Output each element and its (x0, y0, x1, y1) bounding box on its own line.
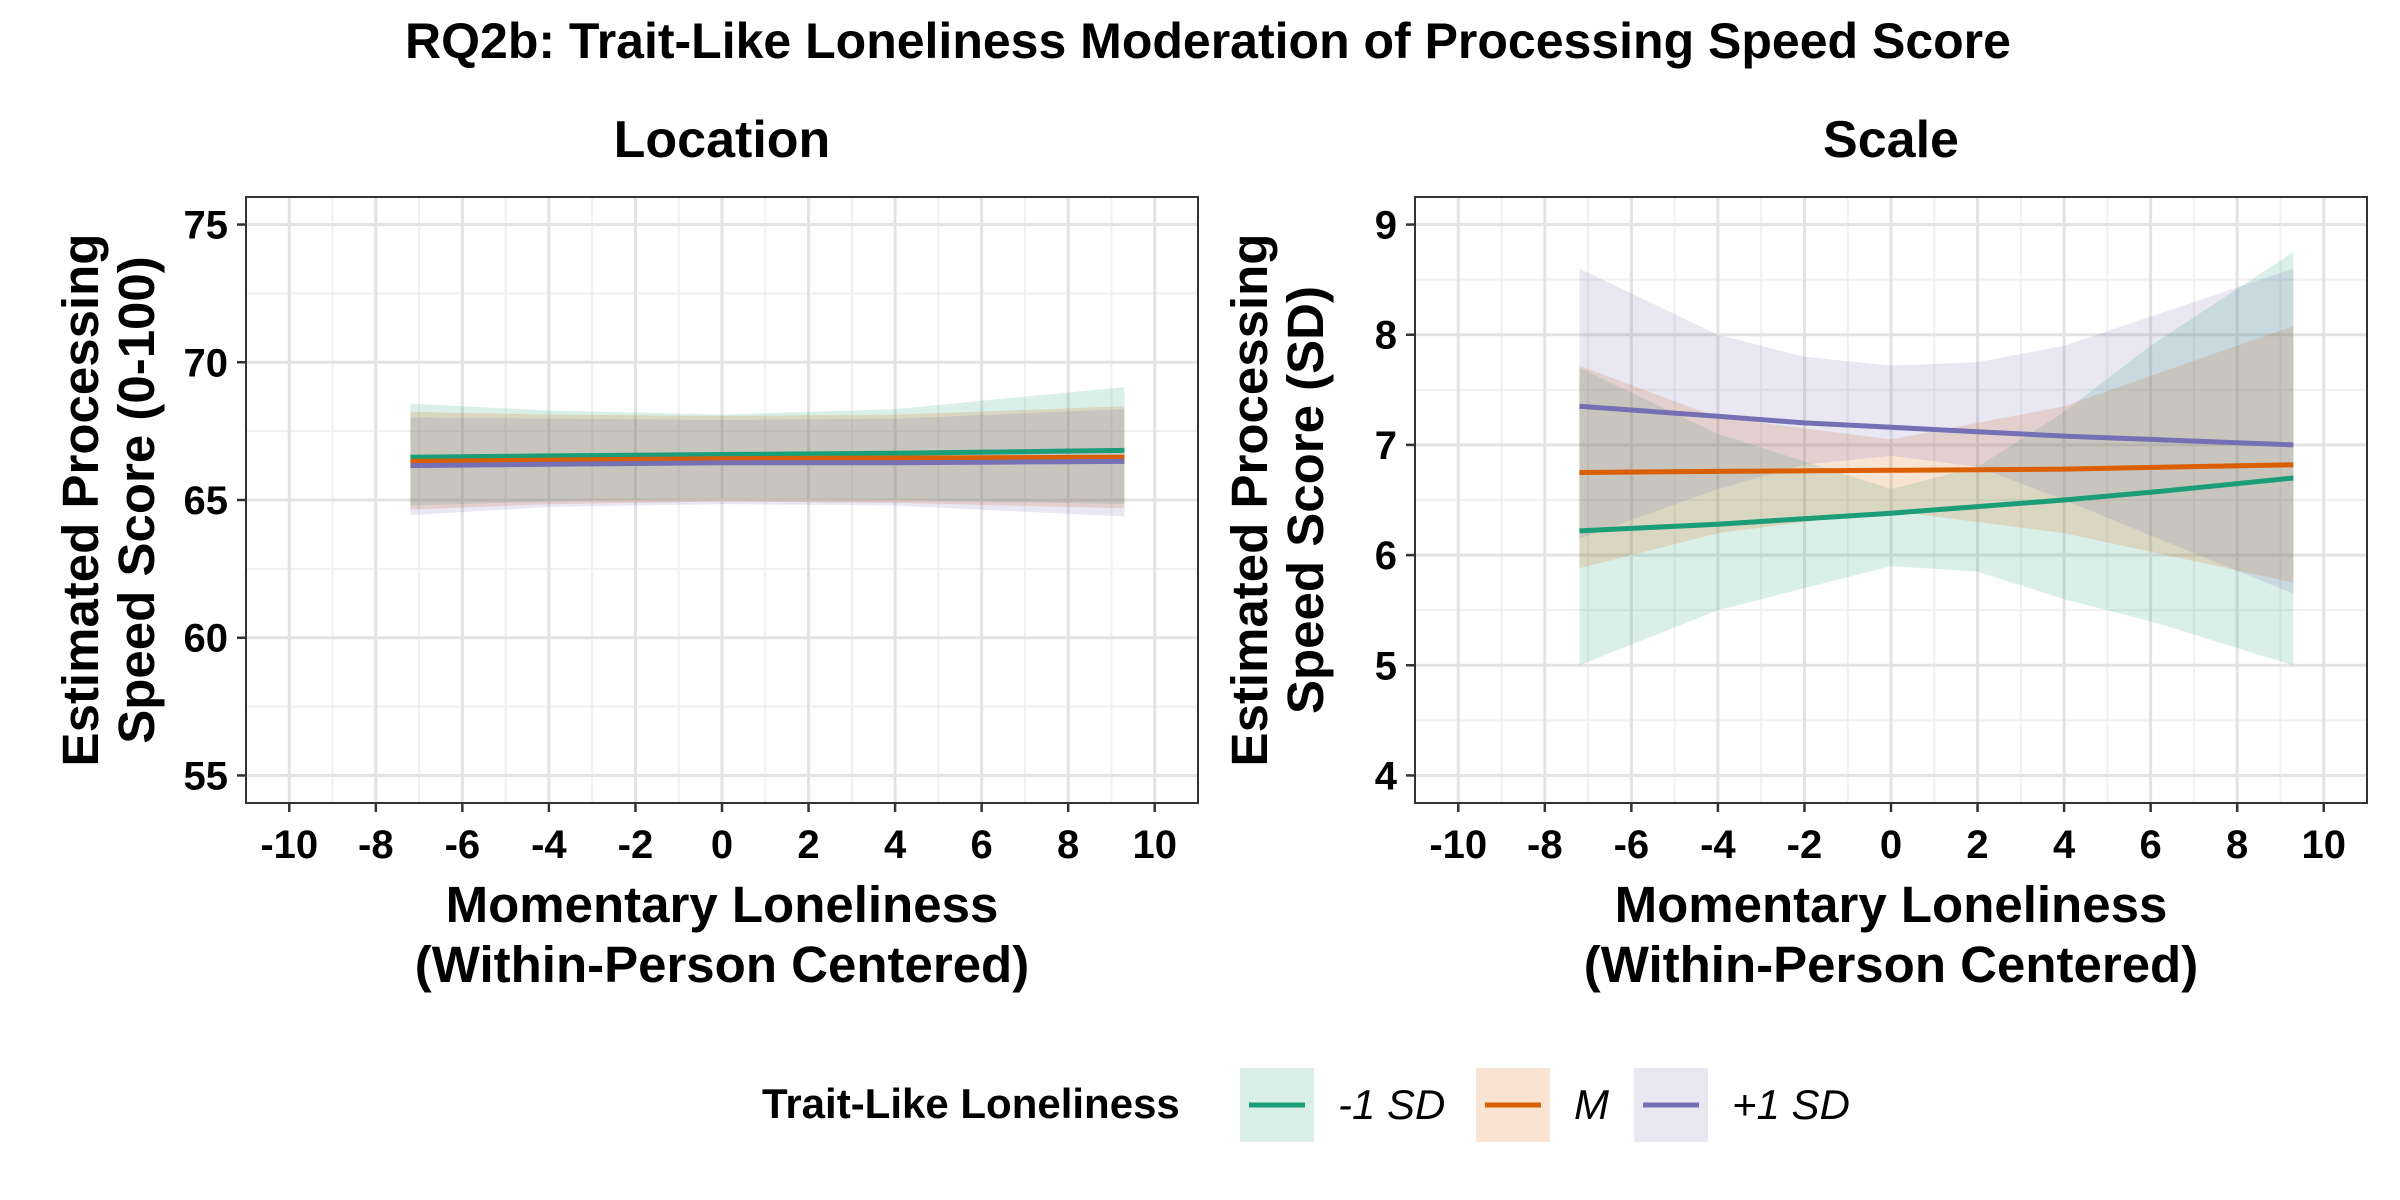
series-line--1 SD (1579, 475, 2294, 534)
panel-location: Location -10 -8 -6 -4 -2 0 2 4 6 8 10 55 60 65 70 75 Mome… (52, 111, 1199, 993)
x-axis-label-line: (Within-Person Centered) (1584, 936, 2198, 993)
ribbon--1 SD (1579, 252, 2294, 666)
x-tick-label: 10 (2301, 823, 2346, 867)
legend-entry: M (1476, 1068, 1609, 1142)
x-tick-label: -8 (358, 823, 394, 867)
x-tick-label: 4 (2053, 823, 2076, 867)
y-tick-label: 4 (1375, 754, 1398, 798)
ribbon--1 SD (410, 387, 1125, 506)
x-tick-label: 6 (2140, 823, 2162, 867)
legend: Trait-Like Loneliness -1 SD M +1 SD (762, 1068, 1850, 1142)
y-tick-label: 7 (1375, 424, 1397, 468)
x-tick-label: 8 (1057, 823, 1079, 867)
y-axis-label: Estimated ProcessingSpeed Score (SD) (1221, 234, 1334, 767)
x-tick-label: 0 (1880, 823, 1902, 867)
y-axis-label: Estimated ProcessingSpeed Score (0-100) (52, 234, 165, 767)
y-tick-label: 6 (1375, 534, 1397, 578)
x-tick-label: 10 (1132, 823, 1177, 867)
panel-title: Location (614, 111, 831, 169)
x-tick-label: -4 (531, 823, 567, 867)
x-tick-label: 6 (971, 823, 993, 867)
x-tick-label: -6 (445, 823, 481, 867)
x-tick-label: -10 (1429, 823, 1487, 867)
y-axis-label-line: Estimated Processing (1221, 234, 1278, 767)
legend-label: +1 SD (1732, 1081, 1850, 1128)
y-axis-label-line: Speed Score (SD) (1277, 286, 1334, 714)
series-line-M (1579, 462, 2294, 475)
x-tick-label: 4 (884, 823, 907, 867)
panel-title: Scale (1823, 111, 1959, 169)
x-tick-label: -4 (1700, 823, 1736, 867)
x-tick-label: -6 (1614, 823, 1650, 867)
y-tick-label: 75 (184, 204, 229, 248)
legend-label: -1 SD (1338, 1081, 1445, 1128)
y-tick-label: 60 (184, 617, 229, 661)
chart-title: RQ2b: Trait-Like Loneliness Moderation o… (405, 13, 2011, 69)
y-tick-label: 9 (1375, 204, 1397, 248)
x-tick-label: 0 (711, 823, 733, 867)
series-line-+1 SD (1579, 403, 2294, 448)
y-tick-label: 65 (184, 479, 229, 523)
panels: Location-10 -8 -6 -4 -2 0 2 4 6 8 105560657075Mome… (52, 111, 2368, 993)
y-axis-label-line: Speed Score (0-100) (108, 256, 165, 744)
legend-label: M (1574, 1081, 1609, 1128)
y-axis-label-line: Estimated Processing (52, 234, 109, 767)
panel-scale: Scale -10 -8 -6 -4 -2 0 2 4 6 8 10 4 5 6 7 8 9 Momentary L… (1221, 111, 2368, 993)
legend-entry: -1 SD (1240, 1068, 1445, 1142)
y-tick-label: 55 (184, 754, 229, 798)
series-line--1 SD (410, 447, 1125, 460)
series-line-M (410, 454, 1125, 464)
x-axis-label: Momentary Loneliness (Within-Person Cente… (415, 876, 1029, 993)
x-tick-label: -10 (260, 823, 318, 867)
x-tick-label: -8 (1527, 823, 1563, 867)
x-axis-label-line: Momentary Loneliness (1615, 876, 2168, 933)
y-tick-label: 5 (1375, 644, 1397, 688)
y-tick-label: 8 (1375, 314, 1397, 358)
legend-entry: +1 SD (1634, 1068, 1850, 1142)
x-axis-label-line: (Within-Person Centered) (415, 936, 1029, 993)
x-tick-label: -2 (1787, 823, 1823, 867)
x-tick-label: -2 (618, 823, 654, 867)
x-tick-label: 8 (2226, 823, 2248, 867)
legend-title: Trait-Like Loneliness (762, 1080, 1180, 1127)
x-axis-label-line: Momentary Loneliness (446, 876, 999, 933)
x-axis-label: Momentary Loneliness (Within-Person Cente… (1584, 876, 2198, 993)
ribbon-M (1579, 325, 2294, 583)
x-tick-label: 2 (797, 823, 819, 867)
series-line-+1 SD (410, 458, 1125, 469)
x-tick-label: 2 (1966, 823, 1988, 867)
y-tick-label: 70 (184, 341, 229, 385)
